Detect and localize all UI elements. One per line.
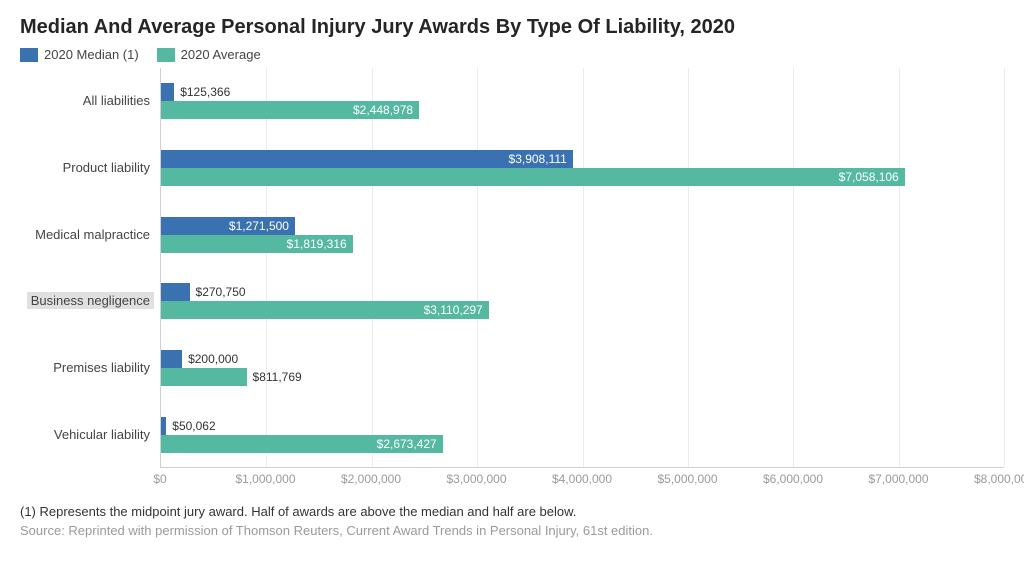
y-category-label: Business negligence (27, 292, 154, 309)
median-bar-label: $270,750 (190, 283, 246, 301)
average-bar-label: $2,673,427 (161, 435, 443, 453)
y-axis-labels: All liabilities Product liability Medical … (20, 68, 160, 468)
x-tick-label: $8,000,000 (974, 472, 1024, 486)
legend-swatch-median (20, 48, 38, 62)
median-bar (161, 350, 182, 368)
x-tick-label: $7,000,000 (868, 472, 928, 486)
average-bar-label: $2,448,978 (161, 101, 419, 119)
gridline (477, 68, 478, 467)
gridline (583, 68, 584, 467)
average-bar (161, 368, 247, 386)
x-tick-label: $0 (153, 472, 166, 486)
legend: 2020 Median (1) 2020 Average (20, 47, 1004, 62)
plot-area: $125,366$2,448,978 $3,908,111$7,058,106 $1… (160, 68, 1004, 468)
y-category-label: Vehicular liability (50, 426, 154, 443)
source-line: Source: Reprinted with permission of Tho… (20, 523, 1004, 538)
y-category-label: Medical malpractice (31, 226, 154, 243)
x-tick-label: $4,000,000 (552, 472, 612, 486)
chart: All liabilities Product liability Medical … (20, 68, 1004, 468)
x-axis: $0$1,000,000$2,000,000$3,000,000$4,000,0… (160, 468, 1004, 492)
x-tick-label: $3,000,000 (446, 472, 506, 486)
y-category-label: Product liability (59, 159, 154, 176)
median-bar-label: $3,908,111 (161, 150, 573, 168)
x-tick-label: $5,000,000 (657, 472, 717, 486)
median-bar (161, 83, 174, 101)
x-tick-label: $2,000,000 (341, 472, 401, 486)
y-category-label: All liabilities (79, 92, 154, 109)
median-bar-label: $1,271,500 (161, 217, 295, 235)
legend-label-median: 2020 Median (1) (44, 47, 139, 62)
gridline (688, 68, 689, 467)
median-bar (161, 283, 190, 301)
median-bar-label: $200,000 (182, 350, 238, 368)
x-tick-label: $6,000,000 (763, 472, 823, 486)
legend-label-average: 2020 Average (181, 47, 261, 62)
gridline (899, 68, 900, 467)
gridline (266, 68, 267, 467)
gridline (372, 68, 373, 467)
legend-item-median: 2020 Median (1) (20, 47, 139, 62)
median-bar-label: $125,366 (174, 83, 230, 101)
average-bar-label: $7,058,106 (161, 168, 905, 186)
median-bar-label: $50,062 (166, 417, 215, 435)
legend-swatch-average (157, 48, 175, 62)
y-category-label: Premises liability (49, 359, 154, 376)
average-bar-label: $811,769 (247, 368, 302, 386)
gridline (793, 68, 794, 467)
average-bar-label: $1,819,316 (161, 235, 353, 253)
average-bar-label: $3,110,297 (161, 301, 489, 319)
footnote: (1) Represents the midpoint jury award. … (20, 504, 1004, 519)
x-tick-label: $1,000,000 (235, 472, 295, 486)
chart-title: Median And Average Personal Injury Jury … (20, 16, 1004, 39)
legend-item-average: 2020 Average (157, 47, 261, 62)
gridline (1004, 68, 1005, 467)
